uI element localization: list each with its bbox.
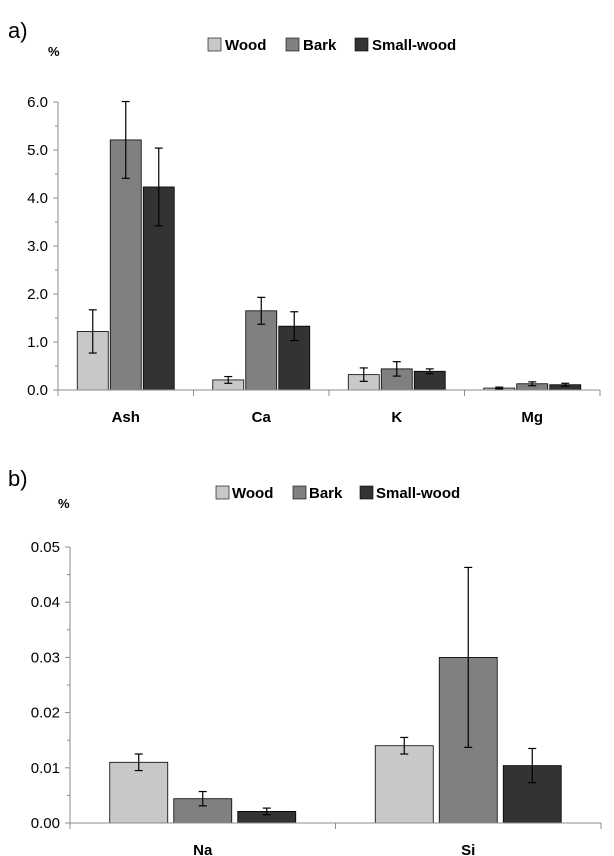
panel-b-bars	[109, 657, 562, 824]
x-tick-label-si: Si	[461, 842, 475, 856]
bar-wood-na	[109, 761, 169, 824]
panel-a-bars	[76, 139, 582, 391]
error-bar-small-wood-k	[425, 368, 434, 375]
y-tick-label: 5.0	[27, 142, 48, 159]
y-tick-label: 3.0	[27, 238, 48, 255]
x-tick-label-na: Na	[193, 842, 213, 856]
error-bar-wood-na	[134, 753, 143, 772]
panel-a-x-axis: Ash Ca K Mg	[57, 389, 601, 426]
y-tick-label: 0.02	[31, 705, 60, 722]
bar-wood-si	[374, 745, 434, 824]
legend-swatch-bark	[292, 485, 307, 500]
y-tick-label: 0.04	[31, 594, 60, 611]
error-bar-bark-si	[464, 566, 473, 748]
legend-label-small-wood: Small-wood	[376, 485, 460, 502]
y-tick-label: 0.05	[31, 539, 60, 556]
y-tick-label: 1.0	[27, 334, 48, 351]
error-bar-bark-k	[392, 361, 401, 377]
x-tick-label-k: K	[391, 409, 402, 426]
panel-a-y-axis: 0.0 1.0 2.0 3.0 4.0 5.0 6.0	[27, 94, 59, 399]
legend-swatch-small-wood	[359, 485, 374, 500]
panel-a-error-bars	[88, 100, 570, 390]
panel-a-label: a)	[8, 18, 28, 43]
panel-a-ylabel: %	[48, 44, 60, 59]
legend-label-wood: Wood	[232, 485, 273, 502]
error-bar-small-wood-mg	[561, 382, 570, 387]
panel-b-x-axis: Na Si	[69, 822, 602, 856]
y-tick-label: 0.00	[31, 815, 60, 832]
legend-swatch-bark	[285, 37, 300, 52]
panel-b-label: b)	[8, 466, 28, 491]
error-bar-small-wood-ca	[290, 311, 299, 342]
error-bar-small-wood-si	[528, 747, 537, 784]
error-bar-wood-mg	[495, 386, 504, 390]
panel-b-legend: Wood Bark Small-wood	[215, 485, 460, 502]
legend-label-wood: Wood	[225, 37, 266, 54]
panel-b-error-bars	[134, 566, 537, 816]
y-tick-label: 0.03	[31, 649, 60, 666]
panel-a: a) % Wood Bark Small-wood 0.0 1.0 2.0 3.0 4.…	[8, 18, 601, 426]
error-bar-bark-ash	[121, 100, 130, 179]
y-tick-label: 4.0	[27, 190, 48, 207]
bar-bark-ash	[109, 139, 142, 391]
y-tick-label: 2.0	[27, 286, 48, 303]
error-bar-bark-na	[198, 790, 207, 807]
panel-b-y-axis: 0.00 0.01 0.02 0.03 0.04 0.05	[31, 539, 71, 832]
bar-small-wood-ca	[278, 325, 311, 391]
legend-swatch-wood	[215, 485, 230, 500]
legend-swatch-small-wood	[354, 37, 369, 52]
error-bar-wood-si	[400, 736, 409, 755]
error-bar-wood-ash	[88, 309, 97, 354]
error-bar-wood-k	[359, 367, 368, 382]
error-bar-bark-ca	[257, 296, 266, 325]
error-bar-wood-ca	[224, 375, 233, 384]
panel-b-ylabel: %	[58, 496, 70, 511]
legend-label-bark: Bark	[303, 37, 337, 54]
legend-swatch-wood	[207, 37, 222, 52]
legend-label-bark: Bark	[309, 485, 343, 502]
x-tick-label-ash: Ash	[112, 409, 140, 426]
error-bar-small-wood-ash	[154, 147, 163, 227]
error-bar-small-wood-na	[262, 807, 271, 816]
error-bar-bark-mg	[528, 381, 537, 387]
y-tick-label: 0.0	[27, 382, 48, 399]
panel-a-legend: Wood Bark Small-wood	[207, 37, 456, 54]
y-tick-label: 0.01	[31, 760, 60, 777]
legend-label-small-wood: Small-wood	[372, 37, 456, 54]
y-tick-label: 6.0	[27, 94, 48, 111]
x-tick-label-ca: Ca	[252, 409, 272, 426]
panel-b: b) % Wood Bark Small-wood 0.000.010.020.…	[8, 466, 602, 856]
x-tick-label-mg: Mg	[521, 409, 543, 426]
